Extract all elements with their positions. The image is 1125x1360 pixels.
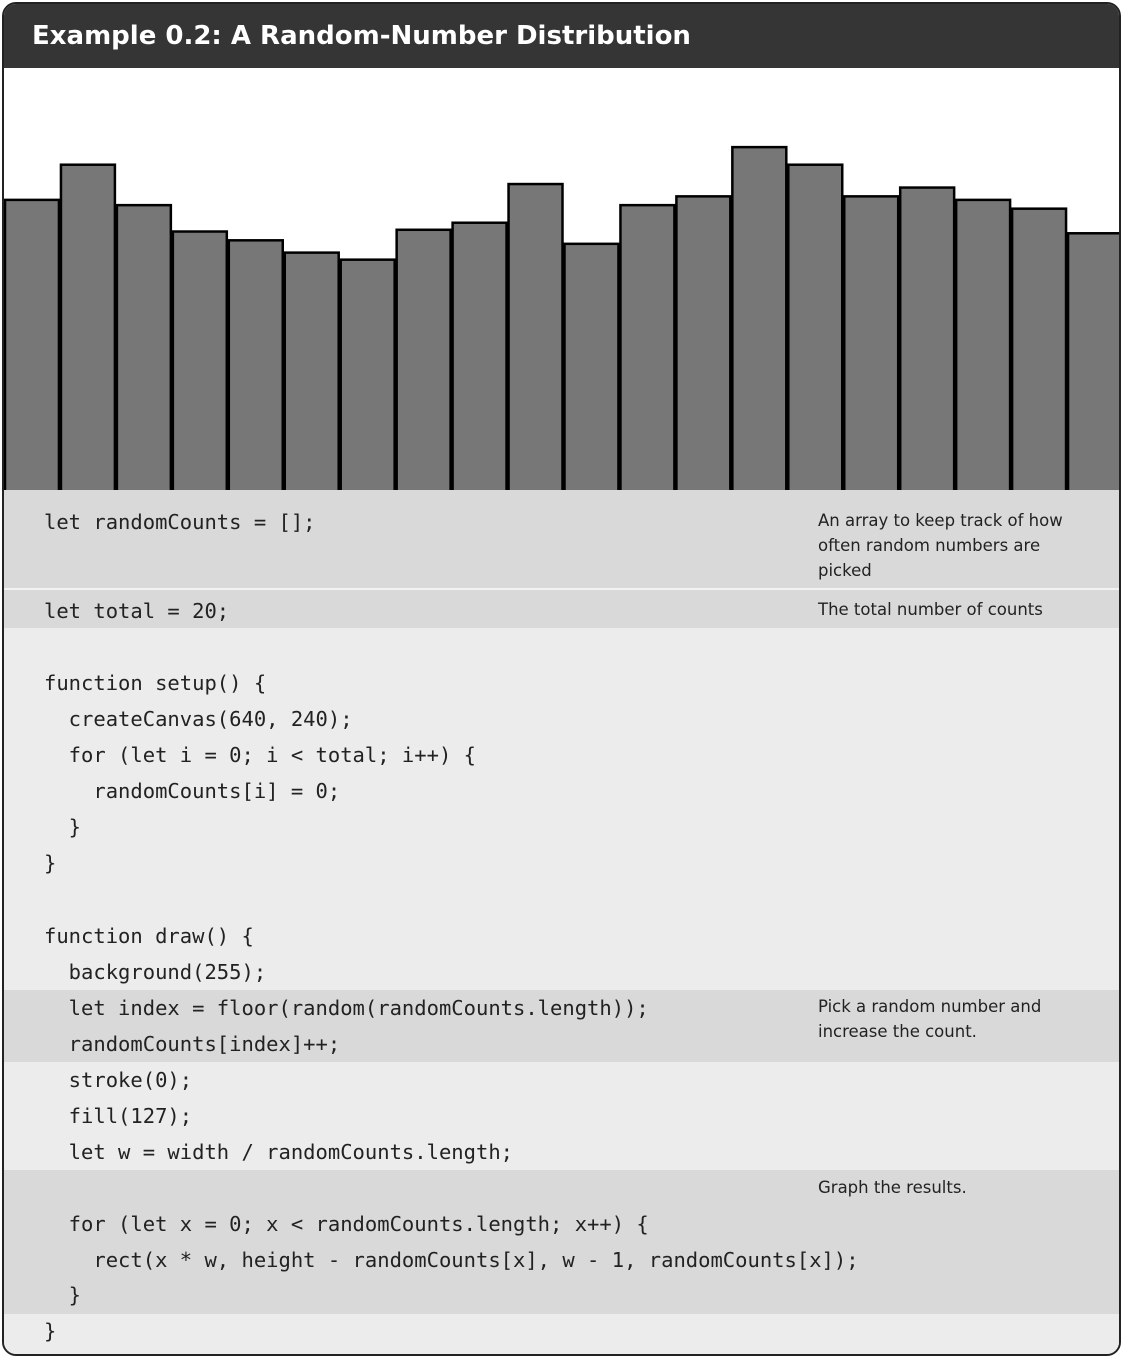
bar-9 (507, 182, 564, 490)
bar-18 (1010, 207, 1068, 490)
bar-17 (954, 198, 1012, 490)
code-line: randomCounts[i] = 0; (44, 779, 341, 803)
note-random-counts: An array to keep track of how often rand… (818, 511, 1063, 580)
code-line: let total = 20; (44, 599, 230, 623)
code-line: } (44, 851, 57, 875)
code-line: let w = width / randomCounts.length; (44, 1140, 513, 1164)
sketch-canvas (4, 68, 1119, 490)
highlight-band-index (4, 990, 1119, 1062)
note-graph-results: Graph the results. (818, 1178, 967, 1197)
example-title: Example 0.2: A Random-Number Distributio… (4, 4, 1119, 68)
bar-4 (227, 239, 285, 490)
band-divider (4, 588, 1119, 590)
code-line: for (let i = 0; i < total; i++) { (44, 743, 476, 767)
bar-16 (898, 186, 956, 490)
note-pick-random: Pick a random number and increase the co… (818, 997, 1042, 1041)
bar-3 (171, 230, 229, 490)
bar-14 (787, 163, 844, 490)
code-line: function draw() { (44, 924, 254, 948)
code-line: let index = floor(random(randomCounts.le… (44, 996, 649, 1020)
bar-2 (115, 203, 173, 490)
code-line: rect(x * w, height - randomCounts[x], w … (44, 1248, 859, 1272)
code-line: randomCounts[index]++; (44, 1032, 341, 1056)
code-line: } (44, 815, 82, 839)
bar-15 (843, 195, 900, 490)
bar-1 (59, 163, 117, 490)
note-total: The total number of counts (818, 600, 1043, 619)
bar-19 (1066, 232, 1119, 490)
bar-11 (619, 203, 676, 490)
bar-8 (451, 221, 508, 490)
code-line: let randomCounts = []; (44, 510, 316, 534)
bar-7 (395, 228, 452, 490)
code-line: stroke(0); (44, 1068, 193, 1092)
code-line: fill(127); (44, 1104, 193, 1128)
code-line: createCanvas(640, 240); (44, 707, 353, 731)
bar-6 (339, 258, 396, 490)
bar-5 (283, 251, 340, 490)
code-listing: let randomCounts = []; let total = 20; f… (4, 490, 1119, 1354)
bar-13 (731, 145, 788, 490)
code-line: } (44, 1319, 57, 1343)
distribution-bar-chart (4, 145, 1119, 490)
bar-0 (4, 198, 61, 490)
code-line: function setup() { (44, 671, 267, 695)
bar-12 (675, 195, 732, 490)
highlight-band-total (4, 590, 1119, 628)
code-line: } (44, 1283, 82, 1307)
highlight-band-graph (4, 1170, 1119, 1314)
bar-10 (563, 242, 620, 490)
code-line: background(255); (44, 960, 267, 984)
highlight-band-random-counts (4, 490, 1119, 588)
code-line: for (let x = 0; x < randomCounts.length;… (44, 1212, 649, 1236)
